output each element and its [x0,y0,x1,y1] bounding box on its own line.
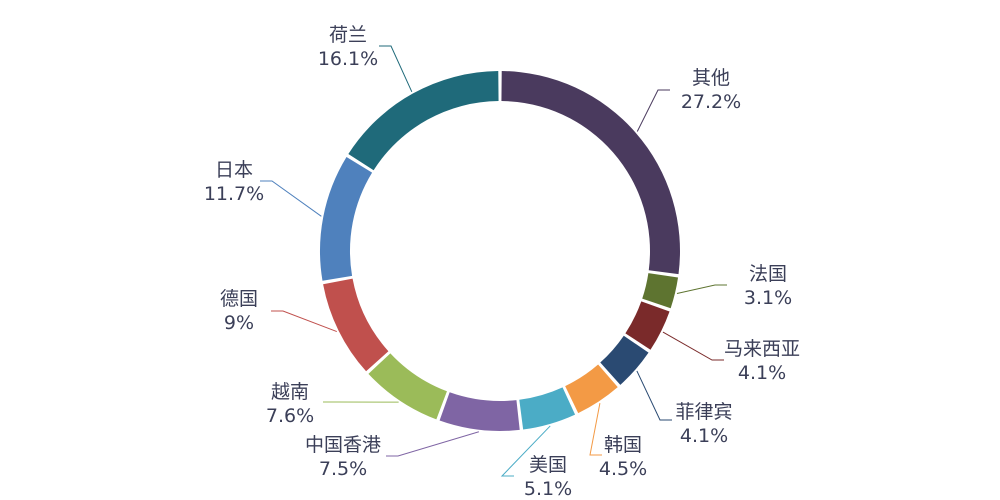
leader-line-1 [636,89,670,132]
slice-9 [323,278,389,372]
slice-value-10: 11.7% [204,183,264,205]
slice-value-9: 9% [224,312,254,334]
leader-line-4 [636,370,672,421]
slice-label-11: 荷兰 [329,24,367,46]
slice-label-6: 美国 [529,454,567,476]
slice-value-3: 4.1% [738,362,786,384]
slice-value-4: 4.1% [680,425,728,447]
slice-2 [642,273,679,309]
slice-11 [348,71,499,171]
slice-value-5: 4.5% [599,458,647,480]
slice-labels: 其他27.2%法国3.1%马来西亚4.1%菲律宾4.1%韩国4.5%美国5.1%… [204,24,800,500]
leader-line-10 [260,180,322,217]
slice-7 [439,392,520,431]
leader-line-11 [379,45,413,92]
leader-lines [260,45,727,477]
slice-1 [501,71,680,275]
leader-line-5 [589,403,602,456]
slice-8 [368,353,447,420]
slice-3 [625,301,670,350]
leader-line-2 [676,284,727,294]
slice-label-10: 日本 [215,159,253,181]
slice-value-8: 7.6% [266,405,314,427]
slice-value-11: 16.1% [318,48,378,70]
donut-slices [320,71,680,431]
slice-value-1: 27.2% [681,91,741,113]
slice-label-7: 中国香港 [305,434,381,456]
slice-6 [519,387,576,430]
slice-label-3: 马来西亚 [724,338,800,360]
slice-value-2: 3.1% [744,287,792,309]
slice-label-1: 其他 [692,67,730,89]
leader-line-9 [271,310,337,333]
leader-line-6 [500,425,551,477]
slice-5 [565,364,618,414]
slice-value-6: 5.1% [524,478,572,500]
slice-label-5: 韩国 [604,434,642,456]
slice-label-4: 菲律宾 [675,401,732,423]
leader-line-7 [386,431,480,457]
slice-label-9: 德国 [220,288,258,310]
slice-4 [600,335,649,385]
slice-value-7: 7.5% [319,458,367,480]
slice-label-8: 越南 [271,381,309,403]
slice-label-2: 法国 [749,263,787,285]
slice-10 [320,156,373,281]
leader-line-3 [662,331,724,361]
